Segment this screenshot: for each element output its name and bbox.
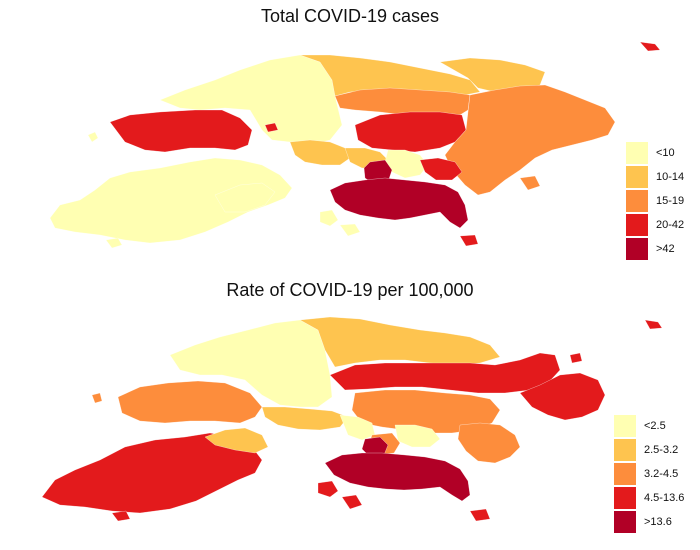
legend-label: <2.5 bbox=[644, 420, 666, 432]
legend-swatch bbox=[626, 238, 648, 260]
district-hk-island bbox=[324, 452, 471, 502]
district-islands-small-3 bbox=[319, 209, 339, 227]
district-hk-island bbox=[329, 177, 469, 229]
legend-label: 3.2-4.5 bbox=[644, 468, 679, 480]
legend-swatch bbox=[626, 190, 648, 212]
legend-label: 10-14 bbox=[656, 171, 685, 183]
district-kowloon-east bbox=[394, 424, 441, 448]
district-lantau bbox=[49, 157, 293, 244]
total-cases-map-panel: Total COVID-19 cases bbox=[49, 6, 685, 260]
legend-label: 4.5-13.6 bbox=[644, 492, 685, 504]
district-tsuen-wan bbox=[261, 406, 349, 431]
district-north bbox=[299, 316, 501, 368]
rate-map bbox=[41, 316, 663, 522]
district-sai-kung bbox=[444, 84, 616, 196]
district-islands-small-3 bbox=[317, 480, 339, 498]
legend-swatch bbox=[626, 166, 648, 188]
legend-label: 20-42 bbox=[656, 219, 685, 231]
district-lantau-east bbox=[214, 182, 276, 213]
district-kowloon-central bbox=[419, 157, 463, 181]
district-islands-small-5 bbox=[644, 319, 663, 330]
rate-map-panel: Rate of COVID-19 per 100,000 bbox=[0, 275, 700, 550]
legend-swatch bbox=[626, 142, 648, 164]
district-lantau-east bbox=[204, 427, 269, 454]
legend-swatch bbox=[626, 214, 648, 236]
district-sai-kung-south bbox=[457, 422, 521, 464]
legend-swatch bbox=[614, 487, 636, 509]
district-islands-small-1 bbox=[91, 392, 103, 404]
district-islands-small-7 bbox=[264, 122, 279, 133]
district-islands-small-7 bbox=[569, 352, 583, 364]
district-sai-kung bbox=[519, 372, 606, 421]
total-cases-map bbox=[49, 41, 661, 249]
district-islands-small-5 bbox=[639, 41, 661, 52]
legend-label: 15-19 bbox=[656, 195, 685, 207]
district-islands-small-2 bbox=[111, 510, 131, 522]
district-tsuen-wan bbox=[289, 139, 351, 166]
legend-swatch bbox=[614, 415, 636, 437]
legend-swatch bbox=[614, 463, 636, 485]
district-yuen-long bbox=[159, 54, 343, 146]
legend-swatch bbox=[614, 439, 636, 461]
district-sha-tin bbox=[354, 111, 467, 153]
district-tuen-mun bbox=[117, 380, 263, 424]
legend-swatch bbox=[614, 511, 636, 533]
district-islands-small-4 bbox=[341, 494, 363, 510]
map-title-total-cases: Total COVID-19 cases bbox=[260, 6, 440, 26]
map-title-rate: Rate of COVID-19 per 100,000 bbox=[226, 280, 474, 300]
legend-label: >13.6 bbox=[644, 516, 672, 528]
district-yuen-long bbox=[169, 319, 333, 408]
district-tuen-mun bbox=[109, 109, 253, 153]
legend-label: >42 bbox=[656, 243, 675, 255]
district-islands-small-8 bbox=[459, 234, 479, 247]
district-tai-po-north bbox=[439, 57, 546, 93]
district-islands-small-1 bbox=[87, 131, 99, 143]
district-islands-small-6 bbox=[469, 508, 491, 522]
district-islands-small-4 bbox=[339, 223, 361, 237]
district-islands-small-2 bbox=[105, 237, 123, 249]
district-islands-small-6 bbox=[519, 175, 541, 191]
district-tai-po bbox=[329, 352, 561, 394]
legend-label: <10 bbox=[656, 147, 675, 159]
legend-label: 2.5-3.2 bbox=[644, 444, 679, 456]
